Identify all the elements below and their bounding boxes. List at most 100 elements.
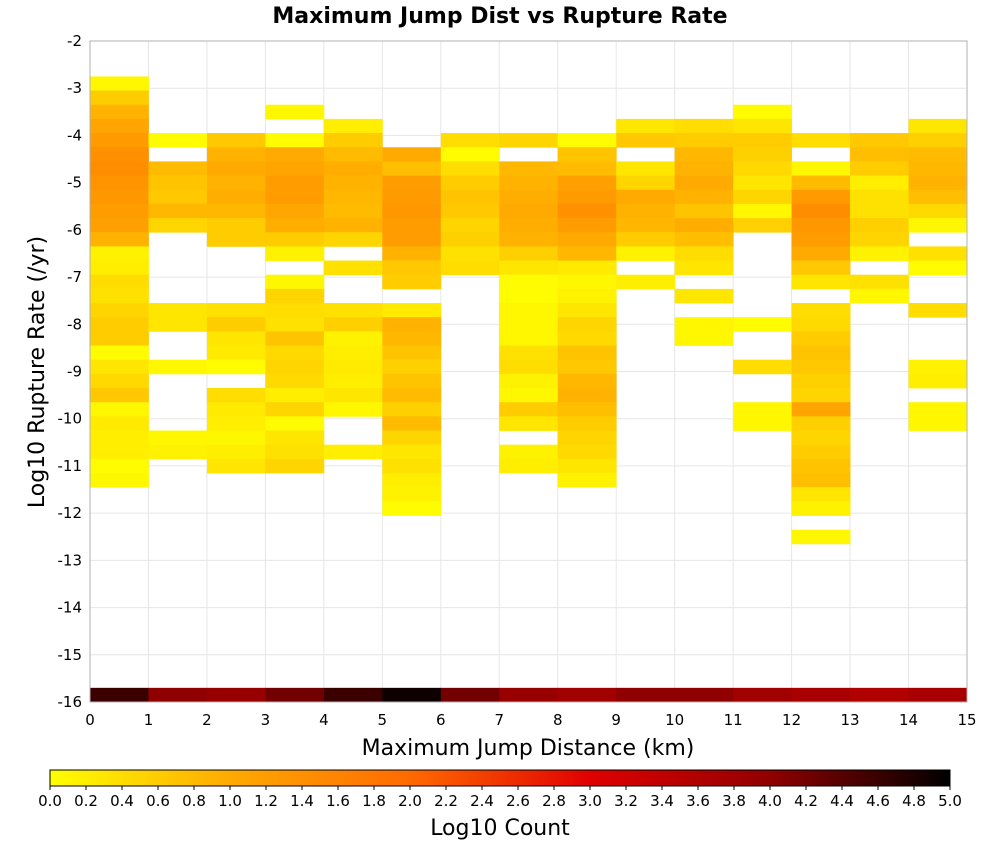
- heatmap-cell: [674, 175, 734, 191]
- heatmap-cell: [557, 458, 617, 474]
- heatmap-cell: [674, 147, 734, 162]
- heatmap-cell: [382, 147, 442, 162]
- heatmap-cell: [90, 133, 149, 148]
- heatmap-cell: [908, 359, 968, 375]
- heatmap-cell: [850, 161, 909, 176]
- heatmap-cell: [206, 345, 266, 361]
- heatmap-cell: [323, 147, 383, 162]
- heatmap-cell: [557, 416, 617, 431]
- heatmap-cell: [733, 133, 792, 148]
- heatmap-cell: [323, 331, 383, 346]
- heatmap-cell: [499, 288, 559, 304]
- heatmap-cell: [90, 345, 149, 361]
- heatmap-cell: [850, 175, 909, 191]
- heatmap-cell: [90, 317, 149, 332]
- heatmap-cell: [90, 359, 149, 375]
- heatmap-cell-bottom: [850, 687, 909, 702]
- heatmap-cell: [382, 274, 442, 290]
- heatmap-cell: [674, 232, 734, 247]
- heatmap-cell: [791, 161, 851, 176]
- heatmap-cell: [90, 288, 149, 304]
- heatmap-cell: [908, 203, 968, 219]
- heatmap-cell: [499, 444, 559, 460]
- heatmap-cell: [265, 416, 325, 431]
- heatmap-cell: [616, 175, 676, 191]
- heatmap-cell: [674, 133, 734, 148]
- heatmap-cell: [265, 317, 325, 332]
- y-tick-label: -7: [67, 268, 82, 286]
- heatmap-cell: [323, 161, 383, 176]
- heatmap-cell: [206, 388, 266, 403]
- heatmap-cell: [90, 473, 149, 488]
- heatmap-cell: [499, 345, 559, 361]
- heatmap-cell: [791, 246, 851, 261]
- heatmap-cell: [499, 260, 559, 276]
- heatmap-cell-bottom: [791, 687, 851, 702]
- heatmap-cell-bottom: [90, 687, 149, 702]
- heatmap-cell: [616, 218, 676, 233]
- heatmap-cell: [265, 373, 325, 389]
- heatmap-cell: [791, 388, 851, 403]
- heatmap-cell: [733, 416, 792, 431]
- heatmap-cell: [616, 246, 676, 261]
- heatmap-cell: [90, 402, 149, 417]
- heatmap-cell: [440, 175, 500, 191]
- heatmap-cell: [791, 487, 851, 502]
- heatmap-cell: [557, 260, 617, 276]
- colorbar-tick-label: 2.0: [398, 792, 422, 810]
- x-tick-label: 15: [957, 711, 976, 729]
- heatmap-cell: [148, 203, 208, 219]
- heatmap-cell: [499, 218, 559, 233]
- heatmap-cell: [616, 133, 676, 148]
- colorbar-tick-label: 0.4: [110, 792, 134, 810]
- heatmap-cell: [791, 416, 851, 431]
- colorbar-tick-label: 1.0: [218, 792, 242, 810]
- heatmap-cell: [557, 444, 617, 460]
- heatmap-cell: [440, 232, 500, 247]
- heatmap-cell: [265, 147, 325, 162]
- colorbar-tick-label: 1.4: [290, 792, 314, 810]
- heatmap-cell: [206, 430, 266, 446]
- y-tick-label: -13: [58, 551, 83, 569]
- heatmap-cell: [323, 373, 383, 389]
- heatmap-cell: [265, 444, 325, 460]
- chart-title: Maximum Jump Dist vs Rupture Rate: [272, 4, 727, 29]
- colorbar-tick-label: 4.8: [902, 792, 926, 810]
- heatmap-cell: [499, 161, 559, 176]
- heatmap-cell: [733, 218, 792, 233]
- heatmap-cell-bottom: [265, 687, 325, 702]
- heatmap-cell: [908, 118, 968, 134]
- y-tick-label: -5: [67, 174, 82, 192]
- heatmap-cell: [382, 175, 442, 191]
- heatmap-cell: [440, 147, 500, 162]
- heatmap-cell: [440, 260, 500, 276]
- heatmap-cell: [206, 303, 266, 318]
- heatmap-cell: [148, 133, 208, 148]
- heatmap-cell: [148, 359, 208, 375]
- heatmap-cell: [90, 303, 149, 318]
- x-tick-label: 1: [144, 711, 154, 729]
- heatmap-cell: [674, 260, 734, 276]
- x-tick-label: 10: [665, 711, 684, 729]
- heatmap-cell: [382, 203, 442, 219]
- colorbar-tick-label: 4.2: [794, 792, 818, 810]
- heatmap-cell: [557, 473, 617, 488]
- heatmap-cell: [90, 274, 149, 290]
- heatmap-cell: [90, 76, 149, 91]
- heatmap-cell: [90, 416, 149, 431]
- heatmap-cell: [382, 487, 442, 502]
- heatmap-cell: [791, 345, 851, 361]
- y-axis-ticks: -2 -3 -4 -5 -6 -7 -8 -9 -10 -11 -12 -13 -14 -15 -16: [58, 32, 83, 711]
- heatmap-cell: [908, 147, 968, 162]
- heatmap-cell-bottom: [382, 687, 442, 702]
- x-tick-label: 14: [899, 711, 918, 729]
- heatmap-cell: [791, 232, 851, 247]
- colorbar-tick-label: 0.6: [146, 792, 170, 810]
- heatmap-cell: [674, 288, 734, 304]
- y-tick-label: -10: [58, 410, 83, 428]
- heatmap-cell: [382, 161, 442, 176]
- heatmap-cell: [265, 345, 325, 361]
- heatmap-cell: [90, 161, 149, 176]
- heatmap-cell-bottom: [440, 687, 500, 702]
- heatmap-cell: [733, 161, 792, 176]
